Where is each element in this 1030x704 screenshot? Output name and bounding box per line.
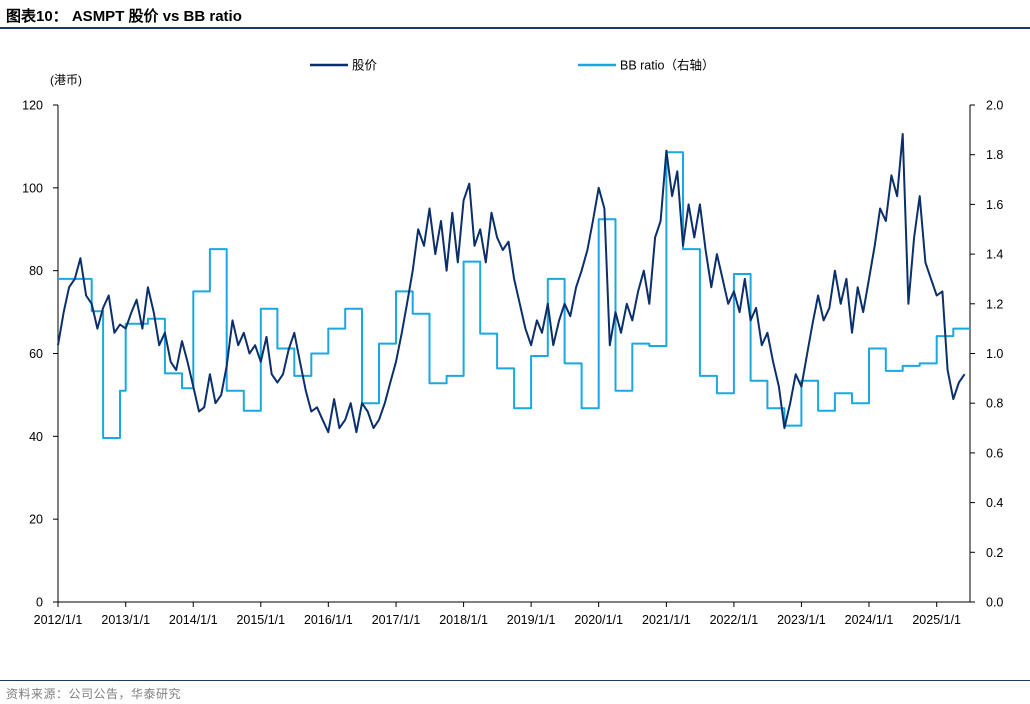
- x-tick-label: 2022/1/1: [710, 613, 759, 627]
- chart-axes: [57, 105, 971, 603]
- left-tick-label: 20: [29, 513, 43, 527]
- left-tick-label: 40: [29, 430, 43, 444]
- right-axis-ticks: 0.0 0.2 0.4 0.6 0.8 1.0 1.2 1.4 1.6 1.8 2.0: [970, 99, 1003, 610]
- right-tick-label: 1.4: [986, 248, 1003, 262]
- legend-label: 股价: [352, 59, 378, 73]
- x-tick-label: 2018/1/1: [439, 613, 488, 627]
- x-tick-label: 2016/1/1: [304, 613, 353, 627]
- x-tick-label: 2020/1/1: [574, 613, 623, 627]
- bottom-rule: [0, 680, 1030, 681]
- top-rule: [0, 27, 1030, 29]
- right-tick-label: 1.6: [986, 198, 1003, 212]
- series-bb-ratio-line: [58, 151, 970, 439]
- x-tick-label: 2014/1/1: [169, 613, 218, 627]
- x-tick-label: 2019/1/1: [507, 613, 556, 627]
- figure-title: 图表10： ASMPT 股价 vs BB ratio: [6, 8, 242, 25]
- legend: 股价 BB ratio（右轴）: [310, 58, 714, 73]
- x-tick-label: 2024/1/1: [845, 613, 894, 627]
- x-axis-ticks: 2012/1/1 2013/1/1 2014/1/1 2015/1/1 2016/1/1…: [34, 602, 961, 627]
- series-price-line: [57, 133, 966, 434]
- left-axis-unit: (港币): [50, 73, 82, 87]
- right-tick-label: 2.0: [986, 99, 1003, 113]
- right-tick-label: 1.0: [986, 347, 1003, 361]
- right-tick-label: 1.8: [986, 148, 1003, 162]
- left-tick-label: 60: [29, 347, 43, 361]
- right-tick-label: 0.6: [986, 446, 1003, 460]
- legend-label: BB ratio（右轴）: [620, 58, 714, 73]
- right-tick-label: 1.2: [986, 297, 1003, 311]
- x-tick-label: 2013/1/1: [101, 613, 150, 627]
- source-note: 资料来源：公司公告，华泰研究: [6, 687, 182, 701]
- right-tick-label: 0.0: [986, 596, 1003, 610]
- left-tick-label: 0: [36, 596, 43, 610]
- x-tick-label: 2023/1/1: [777, 613, 826, 627]
- x-tick-label: 2021/1/1: [642, 613, 691, 627]
- x-tick-label: 2017/1/1: [372, 613, 421, 627]
- left-tick-label: 120: [22, 99, 43, 113]
- x-tick-label: 2025/1/1: [912, 613, 961, 627]
- x-tick-label: 2012/1/1: [34, 613, 83, 627]
- right-tick-label: 0.4: [986, 496, 1003, 510]
- left-tick-label: 80: [29, 264, 43, 278]
- left-axis-ticks: 0 20 40 60 80 100 120: [22, 99, 58, 610]
- right-tick-label: 0.2: [986, 546, 1003, 560]
- x-tick-label: 2015/1/1: [236, 613, 285, 627]
- series-layer: [57, 133, 970, 439]
- right-tick-label: 0.8: [986, 397, 1003, 411]
- left-tick-label: 100: [22, 181, 43, 195]
